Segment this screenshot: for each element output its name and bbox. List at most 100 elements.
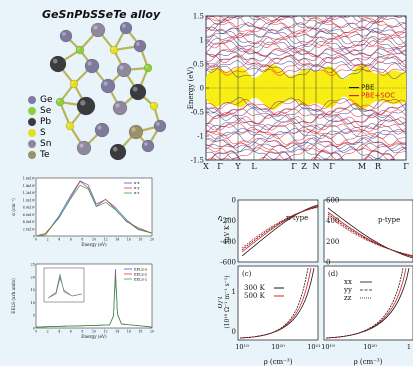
kpoint-label: R [375, 162, 382, 171]
band-soc [206, 116, 406, 131]
band-pbe [206, 36, 406, 50]
atom-highlight [52, 58, 58, 64]
legend-label: EELS-z [134, 278, 147, 282]
x-tick-label: 1 [407, 343, 411, 351]
atom-se [55, 97, 65, 107]
atom-highlight [156, 122, 160, 126]
legend-te: Te [28, 149, 68, 160]
kpoint-label: L [251, 162, 257, 171]
y-tick-label: -600 [220, 259, 236, 267]
band-soc [206, 98, 406, 110]
x-tick-label: 14 [115, 238, 119, 242]
band-pbe [206, 123, 406, 135]
band-pbe [206, 137, 406, 150]
x-tick-label: 14 [115, 330, 119, 334]
legend-dot-icon [28, 117, 36, 126]
x-tick-label: 10¹⁹ [235, 343, 249, 351]
kpoint-label: Y [234, 162, 241, 171]
band-structure-panel: X Γ Y L Γ Z N Γ M R Γ 1.5 1 0.5 0 -0.5 -1 -1.5 Energy (eV)… [186, 8, 411, 173]
y-tick-label: 4.0x10⁵ [23, 220, 36, 224]
y-tick-label: 1.5 [193, 13, 204, 21]
x-tick-label: 2 [47, 330, 49, 334]
legend-label: EELS-y [134, 273, 147, 277]
atom-highlight [132, 86, 138, 92]
kpoint-label: Γ [403, 162, 409, 171]
sigma-c-frame [237, 265, 319, 341]
seebeck-ylabel: S [218, 215, 224, 221]
atom-highlight [111, 47, 114, 50]
band-soc [206, 126, 406, 139]
x-tick-label: 10¹⁹ [321, 343, 335, 351]
band-soc [206, 130, 406, 146]
kpoint-label: Γ [291, 162, 297, 171]
legend-se: Se [28, 105, 68, 116]
atom-s [149, 101, 159, 111]
y-tick-label: 10 [31, 301, 35, 305]
atom-highlight [131, 127, 136, 132]
band-soc [206, 58, 406, 74]
atom-ge [94, 122, 110, 138]
atom-ge [141, 139, 155, 153]
x-tick-label: 8 [81, 238, 83, 242]
x-tick-label: 10 [92, 330, 96, 334]
x-tick-label: 0 [35, 238, 37, 242]
atom-ge [119, 21, 133, 35]
crystal-structure-image [49, 21, 167, 161]
seebeck-n-curve [241, 205, 319, 253]
panel-d-label: (d) [328, 270, 338, 278]
x-tick-label: 2 [47, 238, 49, 242]
band-soc [206, 122, 406, 134]
series-line [35, 276, 153, 328]
seebeck-n-curve [241, 207, 319, 249]
y-tick-label: -1 [197, 133, 204, 141]
x-tick-label: 10 [92, 238, 96, 242]
band-pbe [206, 146, 406, 160]
band-pbe [206, 30, 406, 45]
band-gap-region [206, 64, 406, 111]
atom-highlight [87, 61, 92, 66]
legend-label: PBE+SOC [361, 92, 395, 100]
thermoelectric-plots: 0 -200 -400 -600 600 400 200 0 n-type p-type S(μV … [218, 197, 413, 366]
legend-label: Te [40, 149, 50, 160]
x-tick-label: 18 [138, 238, 142, 242]
legend-label: zz [344, 294, 352, 302]
band-soc [206, 156, 384, 160]
y-tick-label: 0 [33, 235, 35, 239]
seebeck-yunit: (μV K⁻¹) [224, 218, 231, 243]
atom-highlight [80, 100, 86, 106]
x-tick-label: 6 [70, 238, 72, 242]
band-soc [206, 54, 406, 68]
band-soc [206, 16, 406, 28]
x-tick-label: 12 [104, 238, 108, 242]
y-tick-label: 2.0x10⁵ [23, 227, 36, 231]
x-tick-label: 10²⁰ [271, 343, 285, 351]
atom-s [65, 121, 75, 131]
panel-c-label: (c) [242, 270, 252, 278]
atom-ge [133, 39, 147, 53]
atom-highlight [151, 103, 154, 106]
x-tick-label: 4 [58, 238, 60, 242]
band-pbe [206, 103, 406, 116]
x-tick-label: 16 [127, 330, 131, 334]
atom-highlight [119, 65, 124, 70]
band-pbe [206, 16, 406, 31]
atom-highlight [62, 32, 66, 36]
legend-pb: Pb [28, 116, 68, 127]
band-soc [209, 149, 396, 160]
seebeck-p-curve [327, 207, 413, 259]
y-tick-label: 1.4x10⁶ [23, 184, 36, 188]
band-pbe [206, 63, 406, 80]
x-axis-label: Energy (eV) [81, 242, 107, 247]
absorption-panel: 1.6x10⁶ 1.4x10⁶ 1.2x10⁶ 1.0x10⁶ 8.0x10⁵ 6.0x1… [10, 172, 160, 250]
x-tick-label: 20 [150, 238, 154, 242]
band-soc [206, 16, 400, 23]
legend-dot-icon [28, 95, 36, 104]
atom-se [75, 45, 85, 55]
x-tick-label: 18 [138, 330, 142, 334]
x-tick-label: 6 [70, 330, 72, 334]
y-tick-label: 1 [200, 37, 204, 45]
legend-s: S [28, 127, 68, 138]
y-tick-label: 8.0x10⁵ [23, 206, 36, 210]
